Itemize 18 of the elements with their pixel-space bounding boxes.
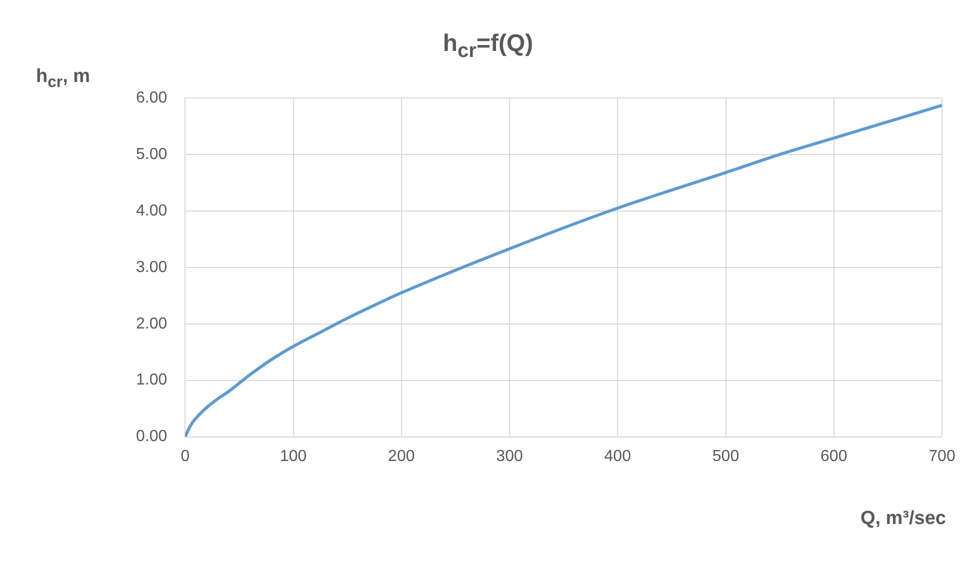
x-axis-title: Q, m³/sec bbox=[860, 508, 946, 530]
x-tick-label: 700 bbox=[928, 448, 956, 465]
y-tick-label: 5.00 bbox=[136, 146, 168, 163]
y-tick-label: 2.00 bbox=[136, 315, 168, 332]
x-tick-label: 0 bbox=[180, 448, 190, 465]
x-tick-label: 600 bbox=[820, 448, 848, 465]
y-tick-label: 1.00 bbox=[136, 372, 168, 389]
x-tick-label: 500 bbox=[712, 448, 740, 465]
x-tick-label: 400 bbox=[604, 448, 632, 465]
y-tick-label: 3.00 bbox=[136, 258, 168, 276]
y-axis-title: h$_{cr}$, m bbox=[36, 66, 90, 92]
chart-title: h$_{cr}$=f(Q) bbox=[442, 30, 534, 63]
y-tick-label: 4.00 bbox=[136, 202, 168, 220]
y-tick-label: 6.00 bbox=[136, 89, 168, 106]
x-tick-label: 100 bbox=[280, 448, 307, 465]
y-tick-label: 0.00 bbox=[136, 428, 168, 446]
x-tick-label: 300 bbox=[496, 448, 523, 465]
x-tick-label: 200 bbox=[388, 448, 415, 465]
